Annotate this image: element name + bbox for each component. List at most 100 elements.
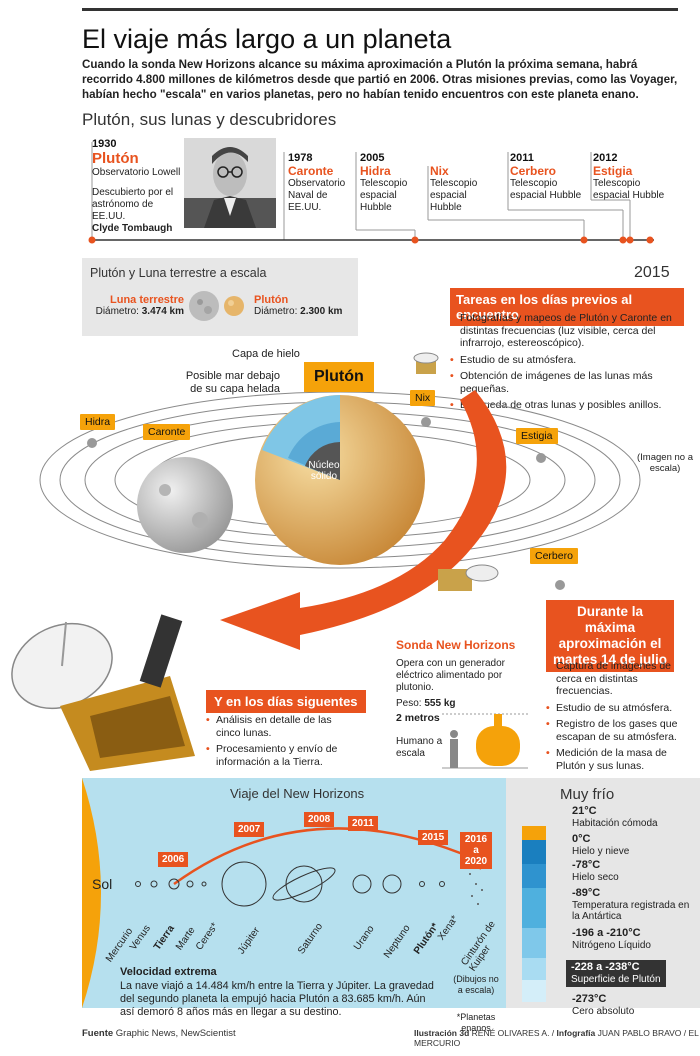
pluto-year: 1930 — [92, 138, 117, 150]
journey-panel — [82, 778, 506, 1008]
charon-name: Caronte — [288, 164, 334, 178]
scale-moon: Luna terrestre Diámetro: 3.474 km — [92, 294, 184, 318]
moon-tag-kerberos: Cerbero — [530, 548, 578, 564]
styx-year: 2012 — [593, 152, 618, 164]
core-label: Núcleo sólido — [308, 460, 340, 482]
year-badge: 2011 — [348, 816, 378, 831]
timeline-styx: 2012 Estigia Telescopio espacial Hubble — [593, 152, 665, 202]
kerberos-year: 2011 — [510, 152, 534, 164]
timeline-nix: Nix Telescopio espacial Hubble — [430, 164, 496, 214]
temp-desc: Habitación cómoda — [572, 817, 658, 829]
timeline-pluto: 1930 Plutón Observatorio Lowell Descubie… — [92, 138, 272, 235]
temp-level: 21°C Habitación cómoda — [572, 805, 658, 829]
pluto-diameter-label: Diámetro: — [254, 306, 298, 317]
nix-name: Nix — [430, 164, 449, 178]
dwarf-note: *Planetas enanos — [456, 1012, 496, 1033]
temp-value: -89°C — [572, 887, 601, 899]
year-badge: 2006 — [158, 852, 189, 867]
tombaugh-portrait — [184, 138, 276, 228]
speed-text: La nave viajó a 14.484 km/h entre la Tie… — [120, 980, 434, 1018]
scale-title: Plutón y Luna terrestre a escala — [90, 266, 267, 280]
temp-level: -273°C Cero absoluto — [572, 993, 634, 1017]
charon-place: Observatorio Naval de EE.UU. — [288, 178, 346, 213]
before-item: Fotografías y mapeos de Plutón y Caronte… — [450, 312, 684, 350]
nix-place: Telescopio espacial Hubble — [430, 178, 478, 213]
probe-illustration — [11, 614, 195, 771]
styx-name: Estigia — [593, 164, 633, 178]
before-list: Fotografías y mapeos de Plutón y Caronte… — [450, 312, 684, 416]
footer-credit: RENÉ OLIVARES A. — [471, 1028, 550, 1038]
before-item: Obtención de imágenes de las lunas más p… — [450, 370, 684, 395]
after-item: Procesamiento y envío de información a l… — [206, 743, 356, 768]
hydra-year: 2005 — [360, 152, 385, 164]
temp-bar — [522, 928, 546, 958]
journey-title: Viaje del New Horizons — [230, 786, 365, 801]
timeline-hydra: 2005 Hidra Telescopio espacial Hubble — [360, 152, 426, 214]
temp-desc: Temperatura registrada en la Antártica — [572, 899, 690, 923]
after-list: Análisis en detalle de las cinco lunas. … — [206, 714, 356, 772]
during-item: Registro de los gases que escapan de su … — [546, 718, 682, 743]
moon-tag-hydra: Hidra — [80, 414, 116, 430]
footer-source-label: Fuente — [82, 1028, 114, 1039]
year-badge: 2007 — [234, 822, 265, 837]
scale-pluto: Plutón Diámetro: 2.300 km — [254, 294, 342, 318]
during-list: Captura de imágenes de cerca en distinta… — [546, 660, 682, 776]
moon-tag-nix: Nix — [410, 390, 436, 406]
after-item: Análisis en detalle de las cinco lunas. — [206, 714, 356, 739]
cold-title: Muy frío — [560, 786, 615, 803]
hydra-place: Telescopio espacial Hubble — [360, 178, 408, 213]
temp-bar — [522, 864, 546, 888]
temp-level: -196 a -210°C Nitrógeno Líquido — [572, 927, 651, 951]
pluto-diagram-label: Plutón — [304, 362, 374, 392]
possible-sea-label: Posible mar debajo de su capa helada — [185, 370, 280, 395]
timeline-axis — [88, 142, 654, 244]
during-item: Captura de imágenes de cerca en distinta… — [546, 660, 682, 698]
probe-human-label: Humano a escala — [396, 736, 443, 759]
pluto-name: Plutón — [92, 150, 139, 167]
temp-level: -78°C Hielo seco — [572, 859, 619, 883]
pluto-person: Clyde Tombaugh — [92, 223, 173, 234]
probe-weight-label: Peso: — [396, 698, 422, 709]
temp-level: 0°C Hielo y nieve — [572, 833, 630, 857]
temp-value: 0°C — [572, 833, 591, 845]
temp-bar — [522, 958, 546, 980]
lead-paragraph: Cuando la sonda New Horizons alcance su … — [82, 58, 678, 101]
temp-value: -78°C — [572, 859, 601, 871]
moon-diameter: 3.474 km — [141, 306, 184, 317]
section-subtitle: Plutón, sus lunas y descubridores — [82, 110, 337, 129]
temp-desc: Hielo seco — [572, 871, 619, 883]
timeline-kerberos: 2011 Cerbero Telescopio espacial Hubble — [510, 152, 582, 202]
temp-level: -89°C Temperatura registrada en la Antárt… — [572, 887, 692, 923]
kerberos-place: Telescopio espacial Hubble — [510, 178, 582, 201]
pluto-desc: Descubierto por el astrónomo de EE.UU. — [92, 187, 174, 222]
ice-layer-label: Capa de hielo — [232, 348, 300, 360]
during-item: Estudio de su atmósfera. — [546, 702, 682, 715]
orbit-diagram — [39, 352, 641, 650]
temp-bar — [522, 888, 546, 928]
temp-desc: Hielo y nieve — [572, 845, 630, 857]
styx-place: Telescopio espacial Hubble — [593, 178, 665, 201]
footer-credit-label: Ilustración 3d — [414, 1028, 470, 1038]
footer-infog-label: Infografía — [556, 1028, 596, 1038]
during-item: Medición de la masa de Plutón y sus luna… — [546, 747, 682, 772]
footer-infog: JUAN PABLO BRAVO / EL MERCURIO — [414, 1028, 699, 1048]
pluto-place: Observatorio Lowell — [92, 167, 181, 178]
charon-year: 1978 — [288, 152, 313, 164]
temp-value: -273°C — [572, 993, 607, 1005]
temp-value: -228 a -238°C — [571, 961, 640, 973]
footer-credits: Ilustración 3d RENÉ OLIVARES A. / Infogr… — [414, 1028, 699, 1048]
temp-level-pluto: -228 a -238°C Superficie de Plutón — [566, 960, 666, 987]
pluto-diameter: 2.300 km — [300, 306, 343, 317]
drawings-note: (Dibujos no a escala) — [453, 974, 499, 995]
year-badge: 2008 — [304, 812, 335, 827]
journey-diagram — [82, 778, 487, 1008]
probe-weight: 555 kg — [424, 698, 456, 709]
year-badge: 2016 a 2020 — [460, 832, 492, 869]
scale-box — [82, 258, 358, 336]
scale-pluto-name: Plutón — [254, 294, 289, 306]
footer-source: Fuente Graphic News, NewScientist — [82, 1028, 236, 1039]
temp-value: 21°C — [572, 805, 597, 817]
timeline-charon: 1978 Caronte Observatorio Naval de EE.UU… — [288, 152, 360, 214]
temp-desc: Superficie de Plutón — [571, 973, 661, 985]
moon-name: Luna terrestre — [110, 294, 184, 306]
